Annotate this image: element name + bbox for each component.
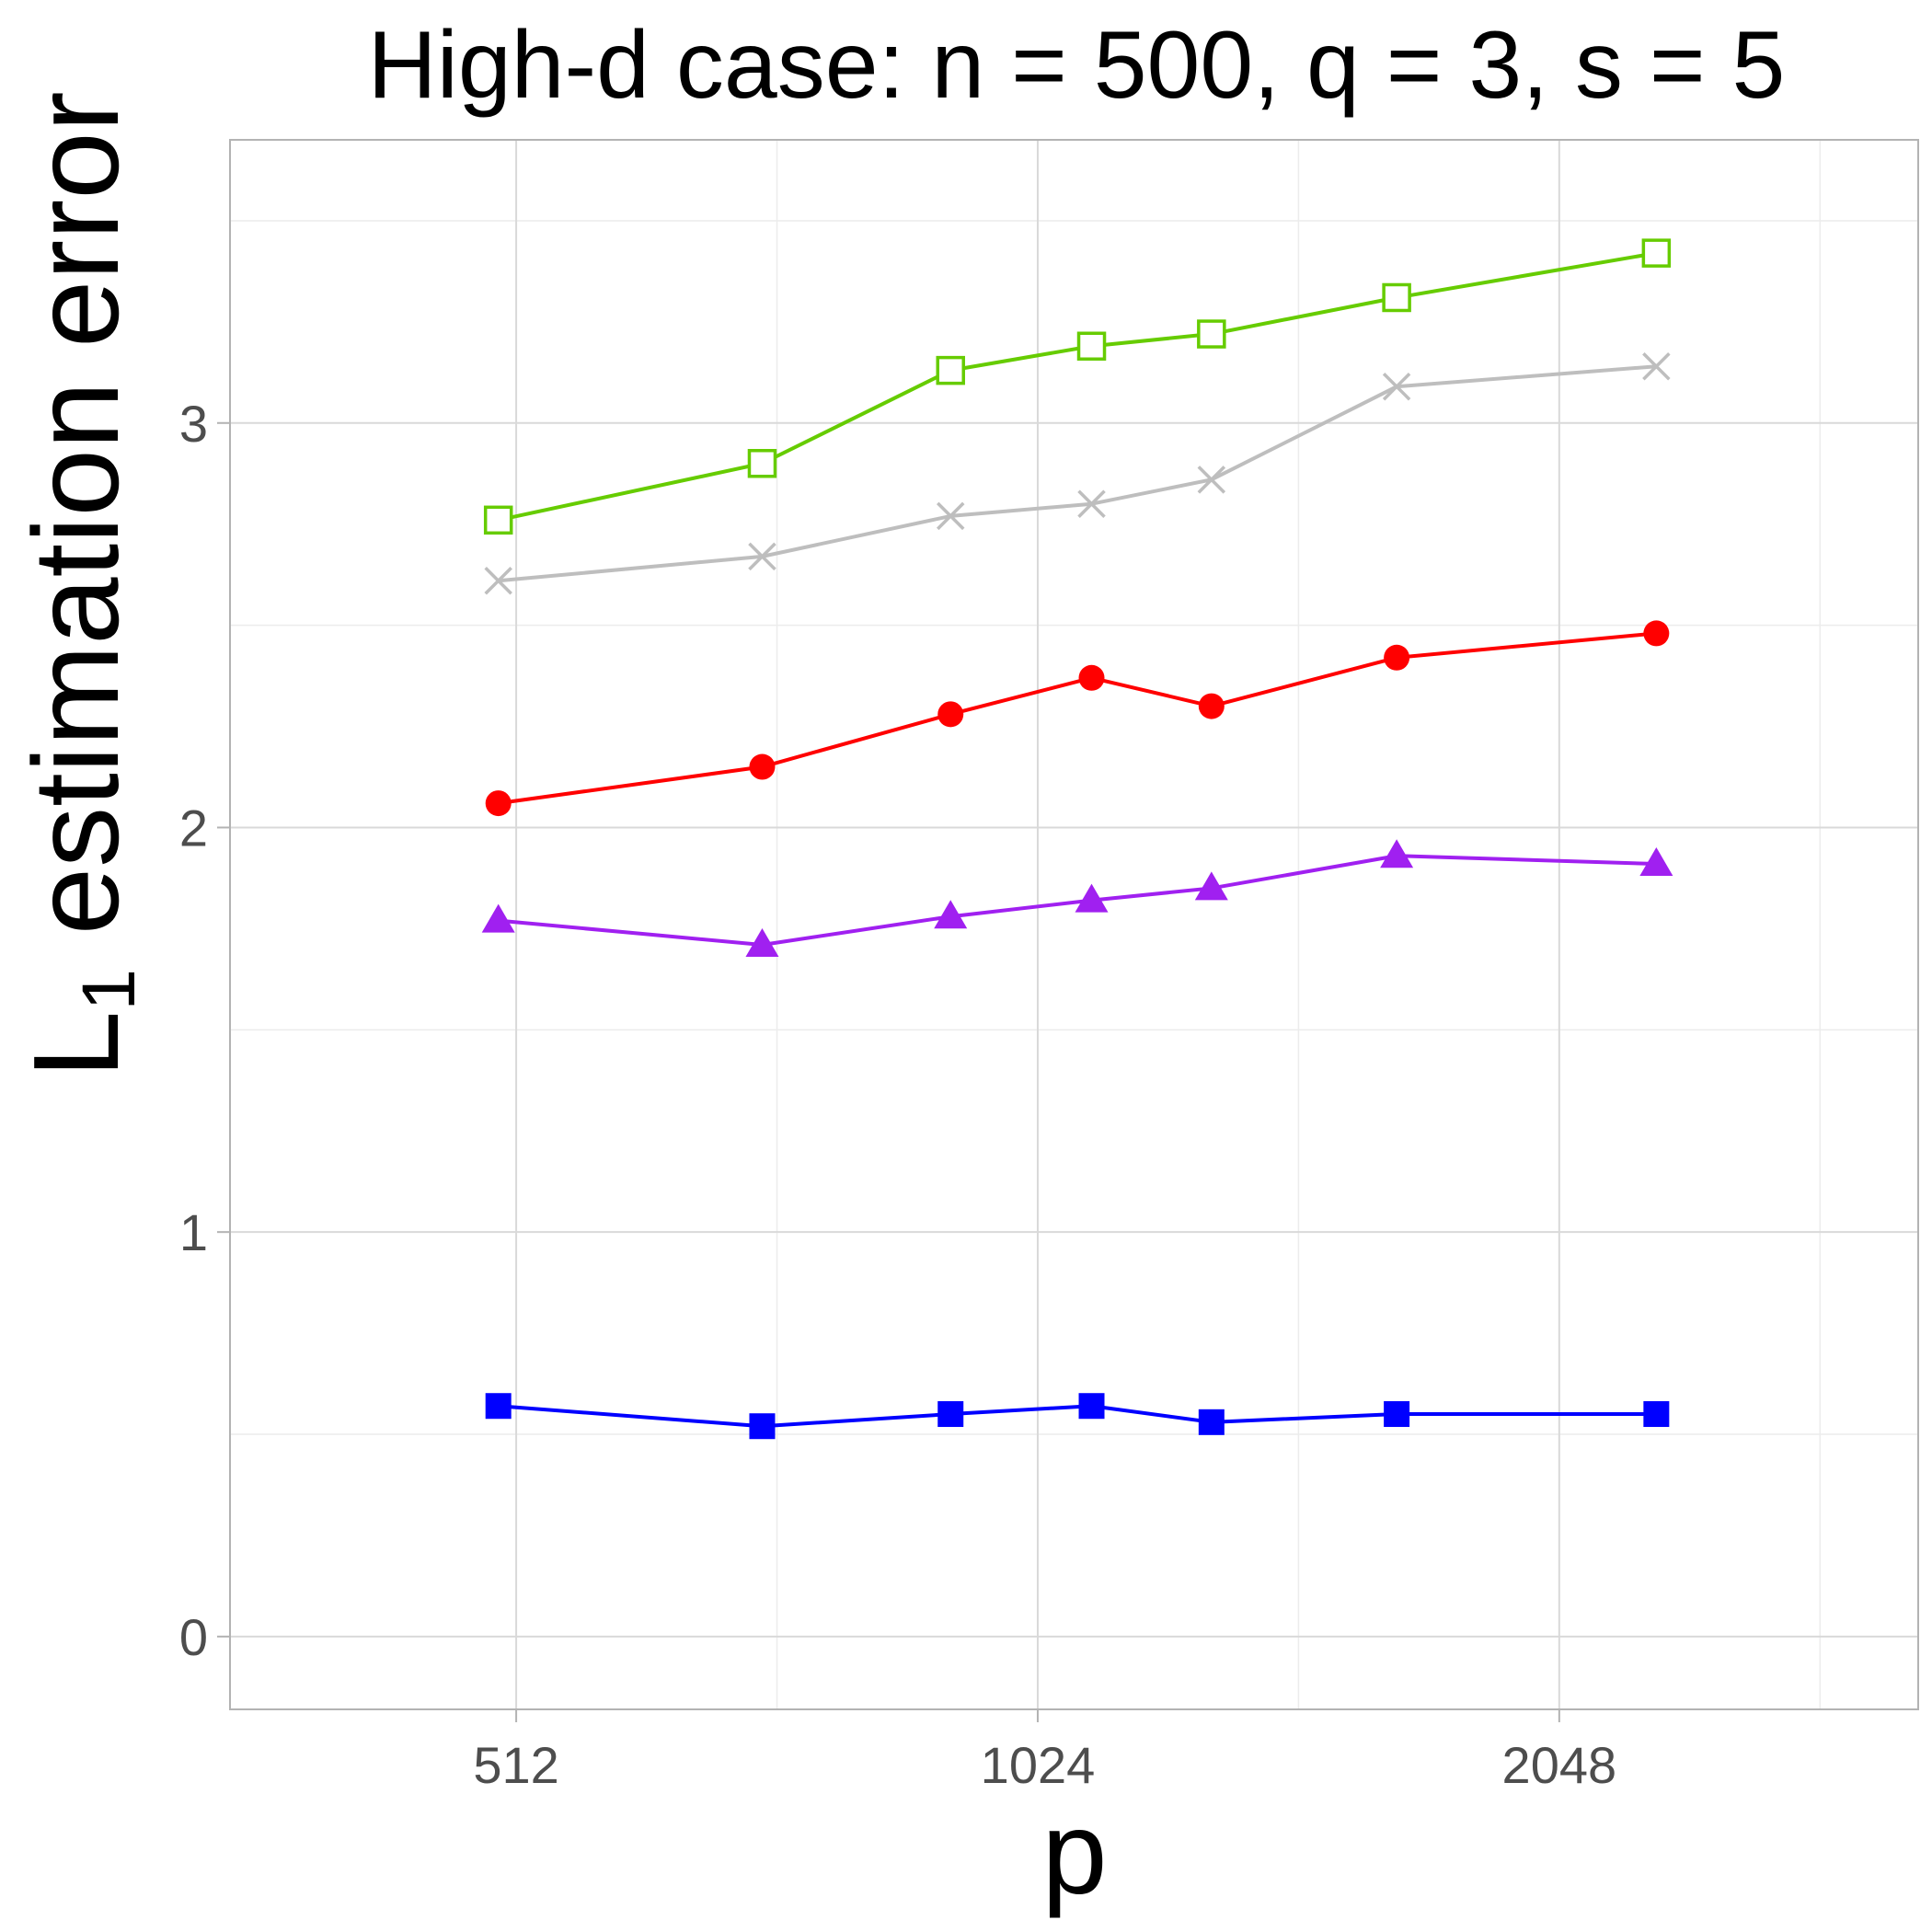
y-tick-label: 1 [179, 1203, 208, 1261]
data-point [1639, 847, 1673, 877]
data-point [749, 1413, 776, 1440]
data-point [745, 927, 779, 957]
data-point [485, 1393, 512, 1420]
y-axis-title: L1 estimation error [8, 91, 151, 1078]
x-axis-title: p [1041, 1788, 1107, 1919]
y-tick-label: 0 [179, 1608, 208, 1666]
y-tick-label: 2 [179, 799, 208, 857]
minor-gridlines [230, 140, 1918, 1709]
series-1 [483, 238, 1672, 535]
series-line [498, 631, 1657, 806]
axis-ticks [217, 421, 1560, 1722]
data-point [484, 567, 512, 595]
y-axis-title-rest: estimation error [8, 91, 144, 969]
series-line [498, 854, 1657, 947]
y-axis-title-main: L [8, 1011, 144, 1078]
chart-title: High-d case: n = 500, q = 3, s = 5 [368, 12, 1786, 119]
series-4 [481, 839, 1673, 957]
data-point [936, 355, 965, 385]
series-2 [484, 351, 1671, 595]
data-point [934, 900, 968, 929]
data-point [1641, 238, 1672, 268]
data-point [749, 753, 776, 780]
data-point [485, 790, 512, 817]
data-point [1197, 466, 1226, 494]
data-point [1380, 839, 1414, 868]
data-point [937, 1401, 964, 1428]
data-series [481, 238, 1673, 1440]
data-point [483, 505, 513, 535]
x-axis-tick-labels: 512 1024 2048 [473, 1736, 1616, 1794]
data-point [748, 542, 776, 571]
plot-panel-border [229, 139, 1919, 1710]
data-point [1197, 319, 1226, 349]
series-5 [485, 1393, 1670, 1440]
data-point [937, 501, 965, 531]
data-point [1642, 351, 1671, 381]
data-point [1198, 1409, 1225, 1435]
series-line [498, 1404, 1657, 1429]
x-tick-label: 2048 [1502, 1736, 1617, 1794]
data-point [1384, 644, 1410, 671]
data-point [1077, 489, 1106, 518]
data-point [481, 903, 515, 933]
major-gridlines [230, 140, 1918, 1709]
series-3 [485, 620, 1670, 817]
data-point [1382, 372, 1411, 401]
data-point [1384, 1401, 1410, 1428]
data-point [1198, 693, 1225, 719]
data-point [1382, 282, 1411, 313]
data-point [1076, 331, 1107, 361]
y-axis-tick-labels: 0 1 2 3 [179, 395, 208, 1666]
data-point [937, 701, 964, 728]
data-point [1643, 1401, 1670, 1428]
x-tick-label: 512 [473, 1736, 558, 1794]
data-point [747, 449, 777, 478]
y-axis-title-subscript: 1 [67, 969, 151, 1011]
data-point [1078, 1393, 1105, 1420]
y-tick-label: 3 [179, 395, 208, 453]
data-point [1075, 883, 1109, 913]
series-line [498, 364, 1657, 583]
data-point [1643, 620, 1670, 647]
data-point [1194, 871, 1228, 901]
x-tick-label: 1024 [981, 1736, 1096, 1794]
data-point [1078, 664, 1105, 691]
series-line [498, 251, 1657, 523]
